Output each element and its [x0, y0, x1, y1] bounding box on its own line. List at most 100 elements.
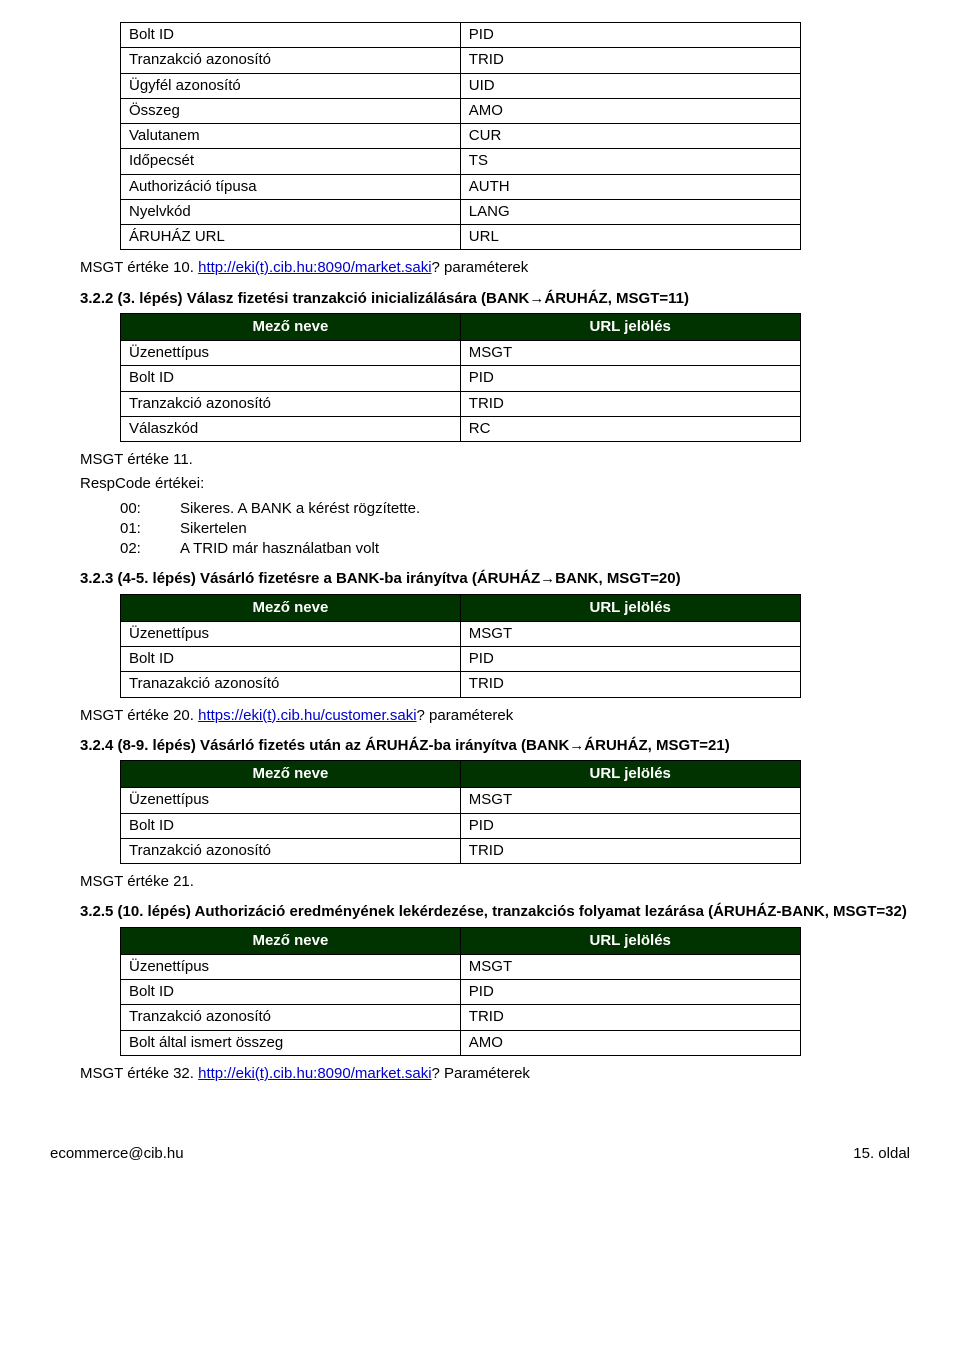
- table-row: NyelvkódLANG: [121, 199, 801, 224]
- text: ? paraméterek: [432, 259, 529, 276]
- table-3-body: ÜzenettípusMSGTBolt IDPIDTranazakció azo…: [121, 621, 801, 697]
- table-row: Bolt IDPID: [121, 366, 801, 391]
- table-row: ÜzenettípusMSGT: [121, 341, 801, 366]
- table-cell: TRID: [460, 1005, 800, 1030]
- resp-text: Sikeres. A BANK a kérést rögzítette.: [180, 499, 420, 519]
- table-2-body: ÜzenettípusMSGTBolt IDPIDTranzakció azon…: [121, 341, 801, 442]
- text: MSGT értéke 32.: [80, 1065, 198, 1082]
- table-row: Tranazakció azonosítóTRID: [121, 672, 801, 697]
- table-cell: Bolt ID: [121, 366, 461, 391]
- table-cell: AMO: [460, 98, 800, 123]
- table-cell: Üzenettípus: [121, 954, 461, 979]
- table-cell: Üzenettípus: [121, 621, 461, 646]
- p-msgt20: MSGT értéke 20. https://eki(t).cib.hu/cu…: [80, 706, 910, 726]
- resp-row: 01: Sikertelen: [120, 519, 910, 539]
- table-row: Tranzakció azonosítóTRID: [121, 48, 801, 73]
- table-cell: Bolt ID: [121, 980, 461, 1005]
- table-cell: Tranzakció azonosító: [121, 391, 461, 416]
- table-cell: Üzenettípus: [121, 788, 461, 813]
- resp-row: 00: Sikeres. A BANK a kérést rögzítette.: [120, 499, 910, 519]
- page-content: Bolt IDPIDTranzakció azonosítóTRIDÜgyfél…: [50, 22, 910, 1084]
- table-3: Mező neve URL jelölés ÜzenettípusMSGTBol…: [120, 594, 801, 698]
- link-customer-saki[interactable]: https://eki(t).cib.hu/customer.saki: [198, 707, 416, 724]
- table-1-body: Bolt IDPIDTranzakció azonosítóTRIDÜgyfél…: [121, 23, 801, 250]
- table-cell: Ügyfél azonosító: [121, 73, 461, 98]
- table-cell: Nyelvkód: [121, 199, 461, 224]
- section-3-2-4: 3.2.4 (8-9. lépés) Vásárló fizetés után …: [80, 736, 910, 756]
- respcode-list: 00: Sikeres. A BANK a kérést rögzítette.…: [120, 499, 910, 560]
- p-msgt32: MSGT értéke 32. http://eki(t).cib.hu:809…: [80, 1064, 910, 1084]
- table-cell: MSGT: [460, 621, 800, 646]
- table-cell: Üzenettípus: [121, 341, 461, 366]
- table-cell: Authorizáció típusa: [121, 174, 461, 199]
- table-cell: Bolt ID: [121, 813, 461, 838]
- table-cell: MSGT: [460, 788, 800, 813]
- th-name: Mező neve: [121, 594, 461, 621]
- table-cell: TS: [460, 149, 800, 174]
- th-url: URL jelölés: [460, 313, 800, 340]
- p-msgt21: MSGT értéke 21.: [80, 872, 910, 892]
- table-row: ÁRUHÁZ URLURL: [121, 225, 801, 250]
- table-row: Bolt IDPID: [121, 813, 801, 838]
- resp-code: 01:: [120, 519, 180, 539]
- table-cell: AMO: [460, 1030, 800, 1055]
- table-cell: Valutanem: [121, 124, 461, 149]
- table-cell: Bolt által ismert összeg: [121, 1030, 461, 1055]
- page-footer: ecommerce@cib.hu 15. oldal: [50, 1144, 910, 1164]
- table-row: VálaszkódRC: [121, 416, 801, 441]
- p-msgt11: MSGT értéke 11.: [80, 450, 910, 470]
- table-cell: PID: [460, 647, 800, 672]
- th-url: URL jelölés: [460, 927, 800, 954]
- table-row: IdőpecsétTS: [121, 149, 801, 174]
- resp-text: Sikertelen: [180, 519, 247, 539]
- table-5: Mező neve URL jelölés ÜzenettípusMSGTBol…: [120, 927, 801, 1056]
- section-3-2-2: 3.2.2 (3. lépés) Válasz fizetési tranzak…: [80, 289, 910, 309]
- table-cell: TRID: [460, 672, 800, 697]
- th-name: Mező neve: [121, 761, 461, 788]
- table-4-body: ÜzenettípusMSGTBolt IDPIDTranzakció azon…: [121, 788, 801, 864]
- table-cell: TRID: [460, 838, 800, 863]
- table-cell: TRID: [460, 48, 800, 73]
- table-row: Tranzakció azonosítóTRID: [121, 391, 801, 416]
- table-cell: Tranzakció azonosító: [121, 1005, 461, 1030]
- footer-page: 15. oldal: [853, 1144, 910, 1164]
- table-4: Mező neve URL jelölés ÜzenettípusMSGTBol…: [120, 760, 801, 864]
- table-row: Bolt által ismert összegAMO: [121, 1030, 801, 1055]
- table-cell: ÁRUHÁZ URL: [121, 225, 461, 250]
- p-respcode: RespCode értékei:: [80, 474, 910, 494]
- table-cell: TRID: [460, 391, 800, 416]
- link-market-saki-2[interactable]: http://eki(t).cib.hu:8090/market.saki: [198, 1065, 431, 1082]
- table-row: Authorizáció típusaAUTH: [121, 174, 801, 199]
- table-cell: PID: [460, 23, 800, 48]
- table-cell: LANG: [460, 199, 800, 224]
- table-1: Bolt IDPIDTranzakció azonosítóTRIDÜgyfél…: [120, 22, 801, 250]
- table-cell: URL: [460, 225, 800, 250]
- resp-text: A TRID már használatban volt: [180, 539, 379, 559]
- resp-code: 02:: [120, 539, 180, 559]
- text: MSGT értéke 10.: [80, 259, 198, 276]
- table-cell: RC: [460, 416, 800, 441]
- table-cell: PID: [460, 980, 800, 1005]
- table-cell: CUR: [460, 124, 800, 149]
- table-row: Bolt IDPID: [121, 647, 801, 672]
- table-cell: MSGT: [460, 341, 800, 366]
- table-cell: PID: [460, 366, 800, 391]
- section-3-2-3: 3.2.3 (4-5. lépés) Vásárló fizetésre a B…: [80, 569, 910, 589]
- text: MSGT értéke 20.: [80, 707, 198, 724]
- th-name: Mező neve: [121, 927, 461, 954]
- table-row: ValutanemCUR: [121, 124, 801, 149]
- table-cell: AUTH: [460, 174, 800, 199]
- table-cell: Válaszkód: [121, 416, 461, 441]
- table-row: ÖsszegAMO: [121, 98, 801, 123]
- table-row: Tranzakció azonosítóTRID: [121, 838, 801, 863]
- table-2: Mező neve URL jelölés ÜzenettípusMSGTBol…: [120, 313, 801, 442]
- table-cell: UID: [460, 73, 800, 98]
- table-cell: Bolt ID: [121, 647, 461, 672]
- table-cell: Időpecsét: [121, 149, 461, 174]
- resp-code: 00:: [120, 499, 180, 519]
- th-url: URL jelölés: [460, 594, 800, 621]
- section-3-2-5: 3.2.5 (10. lépés) Authorizáció eredményé…: [80, 902, 910, 922]
- table-cell: Bolt ID: [121, 23, 461, 48]
- p-msgt10: MSGT értéke 10. http://eki(t).cib.hu:809…: [80, 258, 910, 278]
- link-market-saki[interactable]: http://eki(t).cib.hu:8090/market.saki: [198, 259, 431, 276]
